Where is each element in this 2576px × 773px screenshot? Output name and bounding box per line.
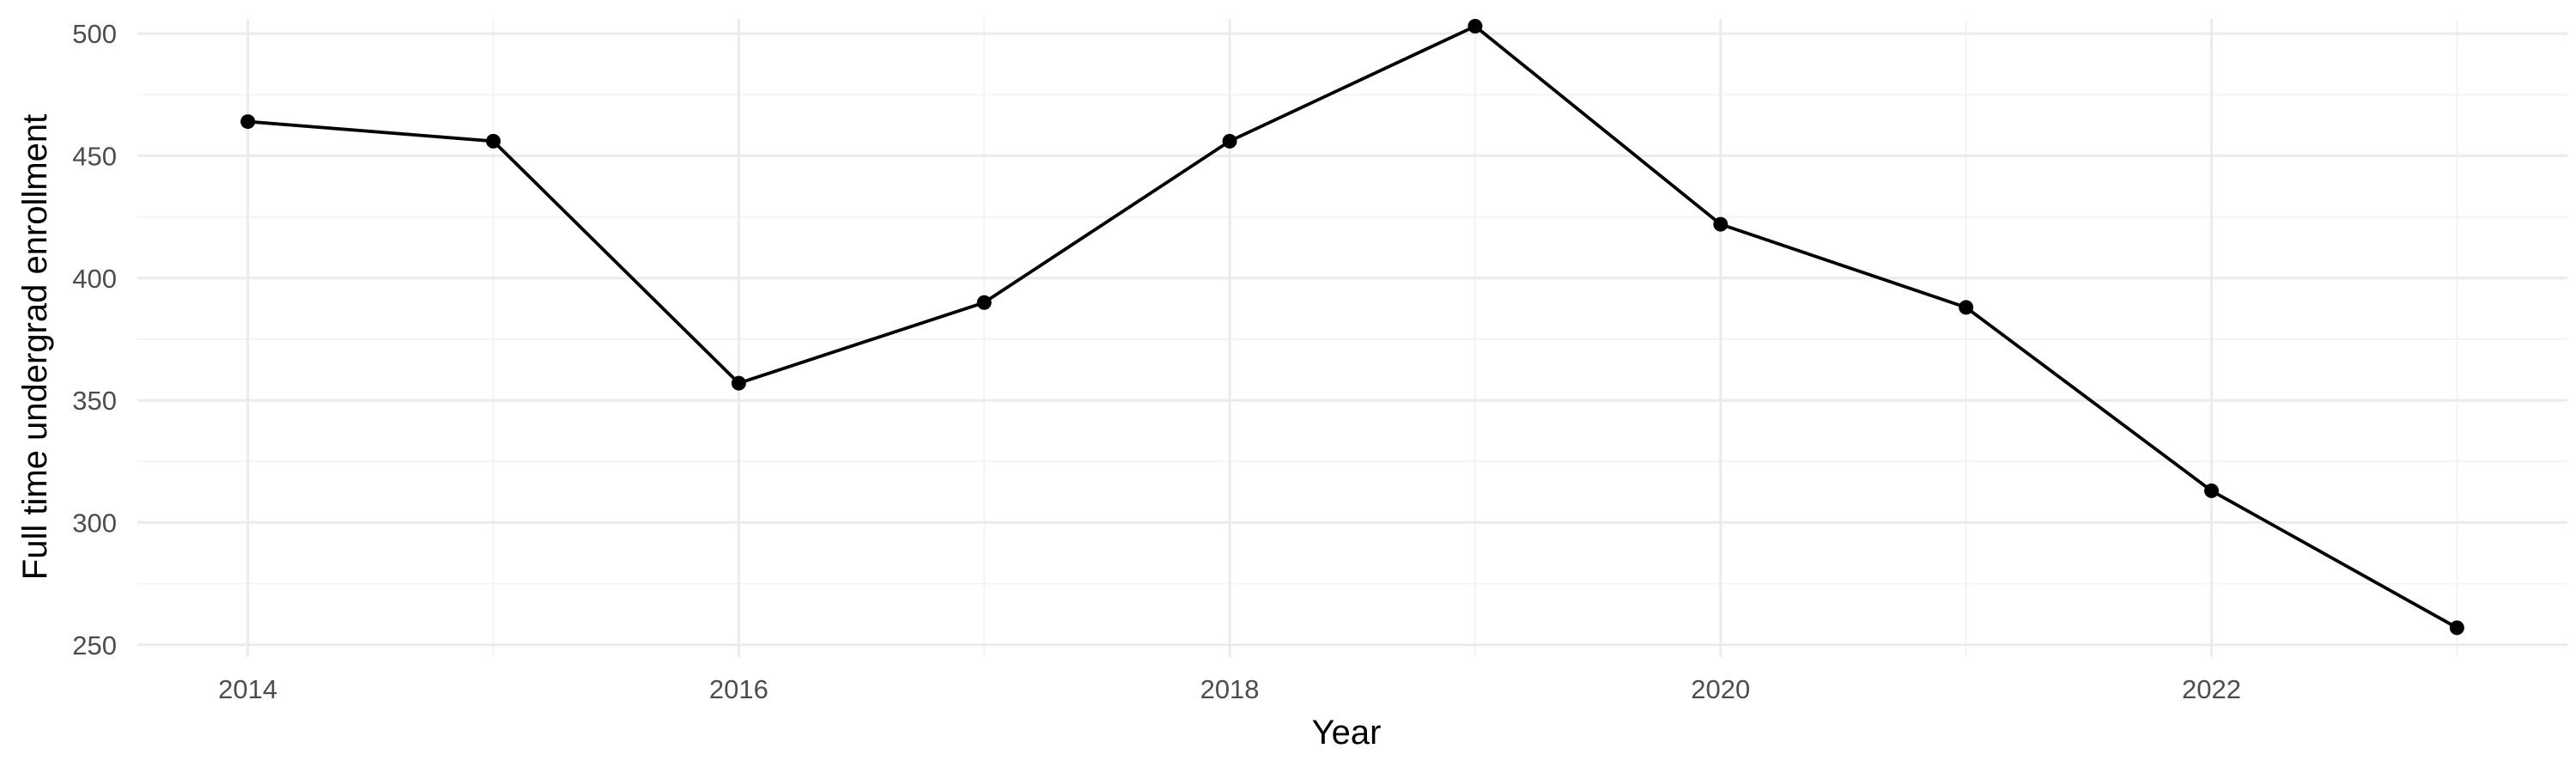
data-point xyxy=(976,295,992,310)
y-axis-title: Full time undergrad enrollment xyxy=(16,114,54,580)
data-point xyxy=(1467,19,1483,34)
x-tick-label: 2020 xyxy=(1691,674,1750,704)
data-point xyxy=(731,375,746,391)
y-tick-label: 300 xyxy=(72,508,117,538)
data-point xyxy=(1959,300,1974,315)
major-x-gridlines xyxy=(246,19,2214,657)
y-tick-label: 250 xyxy=(72,630,117,660)
data-point xyxy=(1713,216,1728,232)
major-y-gridlines xyxy=(137,32,2567,647)
data-point xyxy=(485,133,501,149)
y-tick-label: 500 xyxy=(72,19,117,49)
series-layer xyxy=(240,19,2464,636)
data-point xyxy=(1222,133,1237,149)
y-axis-tick-labels: 250 300 350 400 450 500 xyxy=(72,19,117,660)
y-tick-label: 350 xyxy=(72,386,117,416)
x-tick-label: 2022 xyxy=(2182,674,2241,704)
data-point xyxy=(240,114,256,130)
data-point xyxy=(2204,483,2220,498)
x-tick-label: 2014 xyxy=(218,674,277,704)
x-tick-label: 2016 xyxy=(709,674,769,704)
series-line xyxy=(246,24,2459,630)
y-tick-label: 450 xyxy=(72,141,117,171)
minor-y-gridlines xyxy=(137,94,2567,585)
x-tick-label: 2018 xyxy=(1200,674,1260,704)
data-point xyxy=(2449,620,2464,636)
x-axis-title: Year xyxy=(1312,714,1382,752)
x-axis-tick-labels: 2014 2016 2018 2020 2022 xyxy=(218,674,2241,704)
minor-x-gridlines xyxy=(492,19,2458,657)
y-tick-label: 400 xyxy=(72,264,117,294)
